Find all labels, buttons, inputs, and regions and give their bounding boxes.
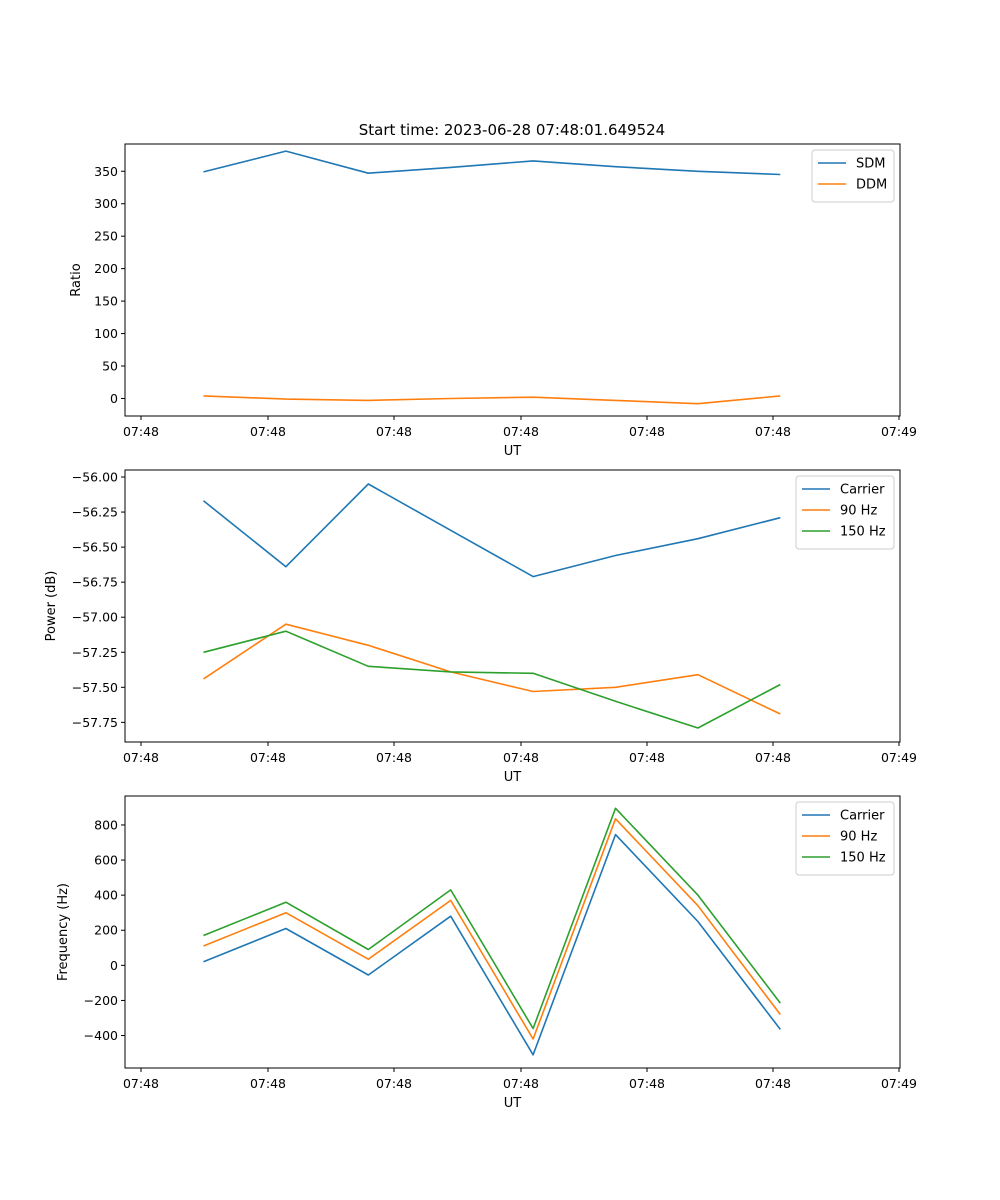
y-tick-label: 250: [94, 229, 118, 244]
x-axis-label: UT: [504, 444, 522, 459]
x-tick-label: 07:49: [881, 424, 917, 439]
figure-title: Start time: 2023-06-28 07:48:01.649524: [359, 121, 665, 139]
y-tick-label: −200: [84, 993, 118, 1008]
y-axis-label: Frequency (Hz): [56, 883, 71, 981]
y-tick-label: 600: [94, 853, 118, 868]
x-tick-label: 07:48: [250, 1076, 286, 1091]
x-axis-label: UT: [504, 1096, 522, 1111]
chart-panel-2: −56.00 −56.25 −56.50 −56.75 −57.00 −57.25 −57.…: [44, 469, 917, 785]
x-tick-label: 07:48: [503, 750, 539, 765]
series-line-carrier: [203, 833, 781, 1056]
legend-label: Carrier: [840, 483, 885, 498]
legend-label: DDM: [856, 178, 887, 193]
legend-label: 150 Hz: [840, 525, 886, 540]
legend-label: SDM: [856, 157, 885, 172]
series-line-150-hz: [203, 807, 781, 1030]
y-tick-label: −57.75: [72, 715, 118, 730]
axes-frame: [124, 143, 901, 417]
x-tick-label: 07:48: [376, 750, 412, 765]
y-tick-label: −56.50: [72, 540, 118, 555]
legend-label: 90 Hz: [840, 830, 877, 845]
x-tick-label: 07:48: [123, 750, 159, 765]
x-tick-label: 07:48: [755, 750, 791, 765]
y-tick-label: −57.00: [72, 610, 118, 625]
series-line-carrier: [203, 483, 781, 578]
y-tick-label: 150: [94, 294, 118, 309]
x-tick-label: 07:48: [755, 1076, 791, 1091]
y-tick-label: 50: [102, 359, 118, 374]
x-tick-label: 07:48: [629, 424, 665, 439]
x-tick-label: 07:48: [376, 1076, 412, 1091]
legend: Carrier 90 Hz 150 Hz: [795, 475, 895, 550]
series-line-150-hz: [203, 630, 781, 729]
legend: Carrier 90 Hz 150 Hz: [795, 801, 895, 876]
x-tick-label: 07:49: [881, 1076, 917, 1091]
y-tick-label: −56.00: [72, 470, 118, 485]
x-tick-label: 07:49: [881, 750, 917, 765]
y-tick-label: 350: [94, 164, 118, 179]
legend: SDM DDM: [811, 149, 895, 203]
x-axis-label: UT: [504, 770, 522, 785]
x-tick-label: 07:48: [629, 750, 665, 765]
y-axis-label: Ratio: [69, 263, 84, 296]
axes-frame: [124, 795, 901, 1069]
x-tick-label: 07:48: [250, 750, 286, 765]
axes-frame: [124, 469, 901, 743]
legend-label: 90 Hz: [840, 504, 877, 519]
series-line-90-hz: [203, 623, 781, 715]
y-tick-label: 100: [94, 326, 118, 341]
y-tick-label: −57.50: [72, 680, 118, 695]
x-tick-label: 07:48: [503, 424, 539, 439]
y-tick-label: −400: [84, 1028, 118, 1043]
y-tick-label: 200: [94, 261, 118, 276]
x-tick-label: 07:48: [123, 424, 159, 439]
chart-panel-1: 0 50 100 150 200 250 300 350 07:48 07:48 07:48 07:4…: [69, 143, 917, 459]
y-axis-label: Power (dB): [44, 571, 59, 642]
x-tick-label: 07:48: [250, 424, 286, 439]
x-tick-label: 07:48: [376, 424, 412, 439]
y-tick-label: 0: [110, 958, 118, 973]
legend-label: 150 Hz: [840, 851, 886, 866]
y-tick-label: −56.75: [72, 575, 118, 590]
x-tick-label: 07:48: [629, 1076, 665, 1091]
series-line-ddm: [203, 395, 781, 405]
y-tick-label: 200: [94, 923, 118, 938]
x-tick-label: 07:48: [755, 424, 791, 439]
y-tick-label: −57.25: [72, 645, 118, 660]
y-tick-label: 400: [94, 888, 118, 903]
y-tick-label: 800: [94, 817, 118, 832]
series-line-sdm: [203, 150, 781, 176]
y-tick-label: 300: [94, 196, 118, 211]
x-tick-label: 07:48: [503, 1076, 539, 1091]
legend-label: Carrier: [840, 809, 885, 824]
y-tick-label: −56.25: [72, 505, 118, 520]
x-tick-label: 07:48: [123, 1076, 159, 1091]
chart-panel-3: 800 600 400 200 0 −200 −400 07:48 07:48 07:48 07:4…: [56, 795, 917, 1111]
series-line-90-hz: [203, 817, 781, 1040]
y-tick-label: 0: [110, 391, 118, 406]
